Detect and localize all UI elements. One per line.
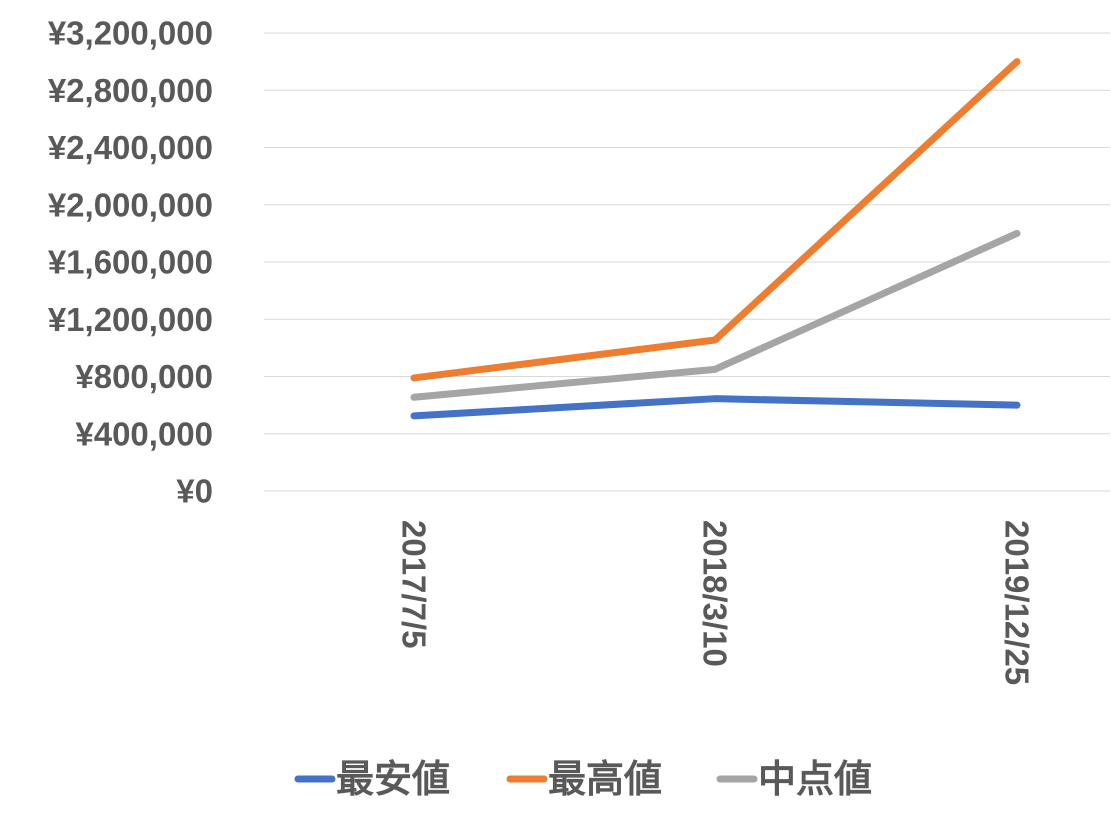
y-tick-label: ¥3,200,000 — [48, 15, 213, 52]
y-tick-label: ¥1,200,000 — [48, 301, 213, 338]
y-tick-label: ¥800,000 — [75, 358, 213, 395]
y-tick-label: ¥1,600,000 — [48, 244, 213, 281]
legend-label: 最高値 — [548, 757, 662, 801]
series-line-1 — [410, 395, 1021, 420]
x-axis-tick-labels: 2017/7/5 2018/3/10 2019/12/25 — [396, 520, 1036, 685]
legend-label: 最安値 — [336, 757, 450, 801]
x-tick-label: 2017/7/5 — [396, 520, 433, 648]
y-axis-tick-labels: ¥0 ¥400,000 ¥800,000 ¥1,200,000 ¥1,600,000 ¥2… — [48, 15, 213, 510]
series-lines — [410, 58, 1021, 420]
y-tick-label: ¥2,400,000 — [48, 129, 213, 166]
series-line-3 — [410, 229, 1021, 401]
gridlines — [264, 32, 1110, 492]
y-tick-label: ¥0 — [176, 473, 213, 510]
y-tick-label: ¥400,000 — [75, 415, 213, 452]
y-tick-label: ¥2,800,000 — [48, 72, 213, 109]
x-tick-label: 2018/3/10 — [697, 520, 734, 667]
legend-label: 中点値 — [758, 757, 872, 801]
x-tick-label: 2019/12/25 — [999, 520, 1036, 685]
y-tick-label: ¥2,000,000 — [48, 186, 213, 223]
series-line-2 — [410, 58, 1021, 382]
legend: 最安値 最高値 中点値 — [294, 757, 872, 801]
